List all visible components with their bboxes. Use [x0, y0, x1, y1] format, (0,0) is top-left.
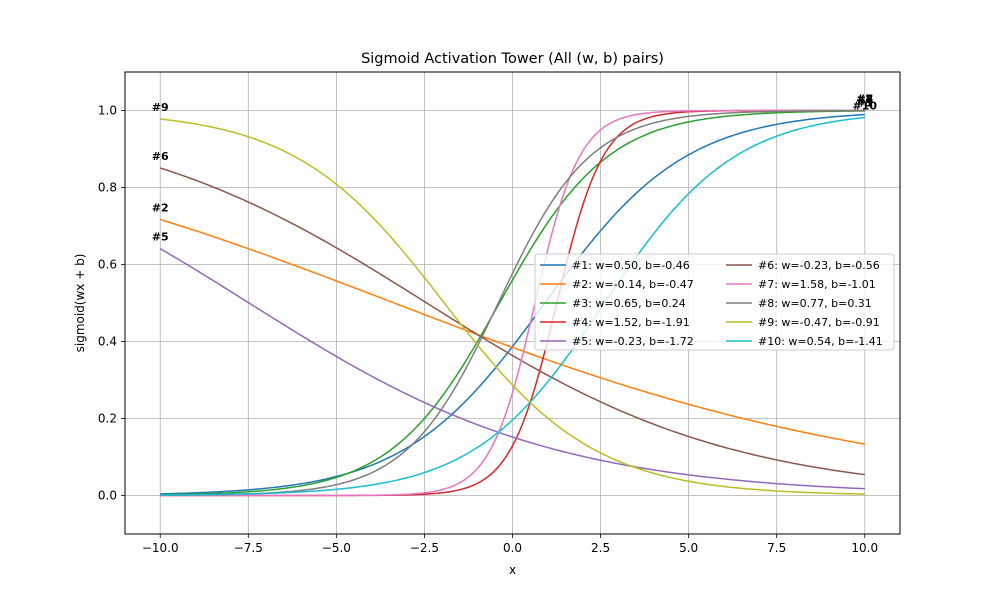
x-tick-label: 5.0: [679, 541, 698, 555]
y-tick-label: 0.4: [98, 335, 117, 349]
annotation-10: #10: [853, 99, 878, 112]
annotation-8: #8: [856, 93, 873, 106]
x-tick-label: −7.5: [234, 541, 263, 555]
legend-label: #2: w=-0.14, b=-0.47: [572, 278, 694, 291]
legend-item-8: #8: w=0.77, b=0.31: [726, 297, 872, 310]
legend-label: #10: w=0.54, b=-1.41: [758, 335, 883, 348]
x-tick-label: −2.5: [410, 541, 439, 555]
x-axis-label: x: [509, 563, 516, 577]
legend-label: #4: w=1.52, b=-1.91: [572, 316, 690, 329]
x-tick-label: 0.0: [503, 541, 522, 555]
x-tick-label: 2.5: [591, 541, 610, 555]
series-line-6: [160, 167, 865, 476]
y-tick-label: 0.8: [98, 181, 117, 195]
legend-label: #7: w=1.58, b=-1.01: [758, 278, 876, 291]
x-tick-label: 7.5: [767, 541, 786, 555]
x-tick-label: −10.0: [142, 541, 179, 555]
annotation-6: #6: [152, 150, 169, 163]
annotation-9: #9: [152, 101, 169, 114]
legend-item-3: #3: w=0.65, b=0.24: [540, 297, 686, 310]
x-tick-label: −5.0: [322, 541, 351, 555]
legend-item-10: #10: w=0.54, b=-1.41: [726, 335, 883, 348]
grid: [125, 72, 900, 534]
y-tick-label: 0.0: [98, 489, 117, 503]
x-tick-label: 10.0: [851, 541, 878, 555]
legend-item-1: #1: w=0.50, b=-0.46: [540, 259, 690, 272]
series-line-5: [159, 248, 865, 490]
legend-box: [534, 253, 895, 351]
annotation-3: #3: [856, 93, 873, 106]
legend-label: #5: w=-0.23, b=-1.72: [572, 335, 694, 348]
annotation-4: #4: [856, 93, 873, 106]
series-lines: [159, 109, 865, 497]
axis-ticks: −10.0 −7.5 −5.0 −2.5 0.0 2.5 5.0 7.5 10.0 0.0 0.2 0…: [98, 104, 878, 556]
series-line-1: [160, 113, 865, 495]
legend-item-5: #5: w=-0.23, b=-1.72: [540, 335, 694, 348]
series-line-10: [160, 116, 865, 496]
legend-label: #3: w=0.65, b=0.24: [572, 297, 686, 310]
legend-label: #9: w=-0.47, b=-0.91: [758, 316, 880, 329]
legend: #1: w=0.50, b=-0.46 #2: w=-0.14, b=-0.47 #…: [534, 253, 895, 351]
legend-item-7: #7: w=1.58, b=-1.01: [726, 278, 876, 291]
series-line-3: [160, 110, 865, 496]
annotation-2: #2: [152, 201, 169, 214]
legend-item-4: #4: w=1.52, b=-1.91: [540, 316, 690, 329]
legend-item-9: #9: w=-0.47, b=-0.91: [726, 316, 880, 329]
y-tick-label: 0.6: [98, 258, 117, 272]
legend-label: #6: w=-0.23, b=-0.56: [758, 259, 880, 272]
series-line-2: [160, 218, 865, 445]
legend-item-2: #2: w=-0.14, b=-0.47: [540, 278, 694, 291]
legend-label: #1: w=0.50, b=-0.46: [572, 259, 690, 272]
annotation-7: #7: [856, 93, 873, 106]
legend-label: #8: w=0.77, b=0.31: [758, 297, 872, 310]
series-line-9: [160, 118, 865, 495]
series-line-7: [160, 109, 865, 497]
annotation-5: #5: [152, 231, 169, 244]
annotation-1: #1: [856, 97, 873, 110]
series-annotations: #1 #2 #3#4 #5 #6 #7#8 #9 #10: [152, 93, 878, 244]
y-tick-label: 1.0: [98, 104, 117, 118]
y-tick-label: 0.2: [98, 412, 117, 426]
legend-item-6: #6: w=-0.23, b=-0.56: [726, 259, 880, 272]
y-axis-label: sigmoid(wx + b): [73, 254, 87, 353]
chart-title: Sigmoid Activation Tower (All (w, b) pai…: [361, 51, 664, 67]
